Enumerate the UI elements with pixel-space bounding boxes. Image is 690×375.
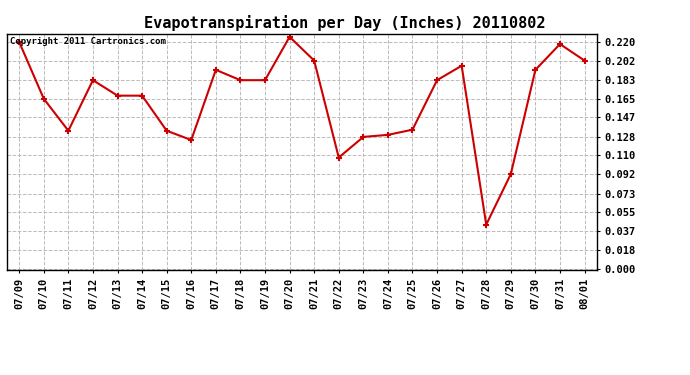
Text: Copyright 2011 Cartronics.com: Copyright 2011 Cartronics.com xyxy=(10,37,166,46)
Text: Evapotranspiration per Day (Inches) 20110802: Evapotranspiration per Day (Inches) 2011… xyxy=(144,15,546,31)
